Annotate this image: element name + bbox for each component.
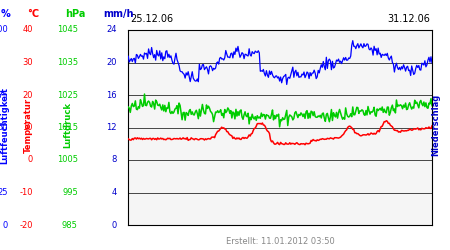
Text: -20: -20 [19, 220, 33, 230]
Text: 20: 20 [107, 58, 117, 67]
Text: 1015: 1015 [57, 123, 78, 132]
Text: 1005: 1005 [57, 156, 78, 164]
Text: 40: 40 [22, 26, 33, 35]
Text: 10: 10 [22, 123, 33, 132]
Text: 25.12.06: 25.12.06 [130, 14, 173, 24]
Text: Niederschlag: Niederschlag [431, 94, 440, 156]
Text: 24: 24 [107, 26, 117, 35]
Text: 1045: 1045 [57, 26, 78, 35]
Text: 75: 75 [0, 90, 8, 100]
Text: %: % [0, 9, 10, 19]
Text: Erstellt: 11.01.2012 03:50: Erstellt: 11.01.2012 03:50 [226, 237, 334, 246]
Text: 50: 50 [0, 123, 8, 132]
Text: hPa: hPa [65, 9, 86, 19]
Text: 0: 0 [2, 220, 8, 230]
Text: Luftdruck: Luftdruck [63, 102, 72, 148]
Text: mm/h: mm/h [103, 9, 134, 19]
Text: 31.12.06: 31.12.06 [387, 14, 431, 24]
Text: 100: 100 [0, 26, 8, 35]
Text: Temperatur: Temperatur [24, 98, 33, 152]
Text: 1025: 1025 [57, 90, 78, 100]
Text: 985: 985 [62, 220, 78, 230]
Text: 0: 0 [27, 156, 33, 164]
Text: 8: 8 [112, 156, 117, 164]
Text: °C: °C [27, 9, 39, 19]
Text: 30: 30 [22, 58, 33, 67]
Text: 16: 16 [106, 90, 117, 100]
Text: 12: 12 [107, 123, 117, 132]
Text: -10: -10 [19, 188, 33, 197]
Text: Luftfeuchtigkeit: Luftfeuchtigkeit [0, 86, 9, 164]
Text: 20: 20 [22, 90, 33, 100]
Text: 0: 0 [112, 220, 117, 230]
Text: 1035: 1035 [57, 58, 78, 67]
Text: 995: 995 [62, 188, 78, 197]
Text: 25: 25 [0, 188, 8, 197]
Text: 4: 4 [112, 188, 117, 197]
